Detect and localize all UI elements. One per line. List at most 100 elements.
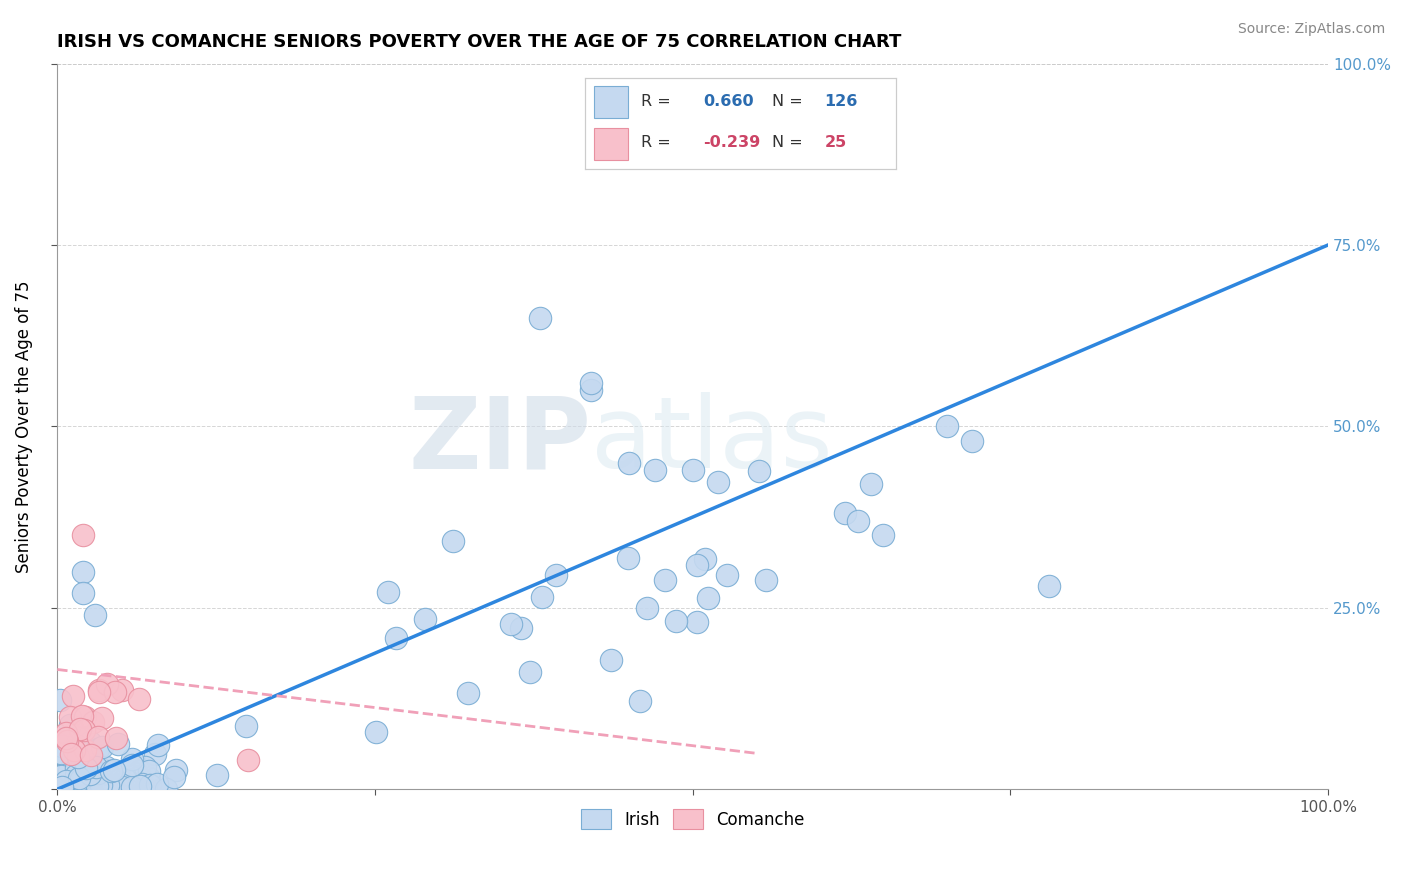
Point bbox=[70, 709, 93, 723]
Point bbox=[59, 747, 82, 761]
Point bbox=[935, 419, 957, 434]
Point bbox=[544, 567, 567, 582]
Point bbox=[70, 780, 93, 795]
Point bbox=[49, 769, 72, 783]
Point bbox=[697, 591, 720, 605]
Point bbox=[94, 763, 117, 777]
Point bbox=[128, 771, 150, 785]
Point bbox=[377, 585, 399, 599]
Point bbox=[63, 743, 86, 757]
Point bbox=[79, 748, 101, 763]
Point bbox=[97, 778, 120, 792]
Point bbox=[600, 653, 623, 667]
Point bbox=[128, 764, 150, 779]
Point bbox=[628, 694, 651, 708]
Point bbox=[83, 756, 105, 771]
Point bbox=[121, 752, 143, 766]
Point bbox=[111, 780, 134, 794]
Point bbox=[104, 731, 127, 746]
Point bbox=[859, 477, 882, 491]
Point bbox=[75, 761, 97, 775]
Point bbox=[101, 780, 124, 795]
Point bbox=[73, 779, 96, 793]
Point bbox=[686, 558, 709, 572]
Point bbox=[385, 631, 408, 645]
Point bbox=[104, 685, 127, 699]
Point bbox=[72, 731, 94, 746]
Point bbox=[131, 777, 153, 791]
Point bbox=[52, 747, 75, 762]
Point bbox=[73, 743, 96, 757]
Point bbox=[707, 475, 730, 489]
Point bbox=[146, 739, 169, 753]
Point bbox=[846, 514, 869, 528]
Point bbox=[75, 773, 97, 788]
Point bbox=[91, 711, 114, 725]
Point bbox=[108, 778, 131, 792]
Point bbox=[145, 747, 167, 762]
Point bbox=[579, 383, 602, 397]
Point bbox=[87, 742, 110, 756]
Point bbox=[135, 780, 157, 795]
Point bbox=[86, 779, 108, 793]
Point bbox=[91, 740, 114, 755]
Point bbox=[65, 770, 87, 784]
Point bbox=[96, 760, 118, 774]
Point bbox=[65, 767, 87, 781]
Point bbox=[108, 772, 131, 786]
Point bbox=[80, 766, 103, 780]
Point bbox=[55, 773, 77, 788]
Point bbox=[76, 775, 98, 789]
Point bbox=[138, 771, 160, 785]
Point bbox=[207, 767, 229, 781]
Point bbox=[114, 772, 136, 787]
Point bbox=[165, 763, 187, 777]
Point bbox=[69, 722, 91, 736]
Point bbox=[86, 766, 108, 780]
Point bbox=[128, 779, 150, 793]
Point bbox=[101, 779, 124, 793]
Point bbox=[90, 778, 112, 792]
Point bbox=[98, 767, 121, 781]
Point bbox=[66, 774, 89, 789]
Point bbox=[51, 747, 73, 761]
Point bbox=[617, 456, 640, 470]
Point bbox=[70, 757, 93, 772]
Point bbox=[834, 507, 856, 521]
Point bbox=[73, 723, 96, 738]
Point bbox=[872, 528, 894, 542]
Point bbox=[72, 586, 94, 600]
Point bbox=[128, 777, 150, 791]
Point bbox=[121, 758, 143, 772]
Point bbox=[77, 780, 100, 795]
Point bbox=[1038, 579, 1060, 593]
Point bbox=[111, 777, 134, 791]
Point bbox=[84, 608, 107, 623]
Point bbox=[91, 772, 114, 787]
Point bbox=[134, 760, 156, 774]
Point bbox=[665, 614, 688, 628]
Point bbox=[120, 769, 142, 783]
Point bbox=[90, 776, 112, 790]
Point bbox=[96, 677, 118, 691]
Point bbox=[415, 612, 437, 626]
Point bbox=[654, 573, 676, 587]
Point bbox=[155, 781, 177, 796]
Point bbox=[67, 750, 90, 764]
Point bbox=[84, 760, 107, 774]
Point bbox=[145, 777, 167, 791]
Point bbox=[235, 719, 257, 733]
Point bbox=[111, 682, 134, 697]
Point bbox=[716, 568, 738, 582]
Point bbox=[55, 726, 77, 740]
Point bbox=[529, 310, 551, 325]
Point bbox=[457, 686, 479, 700]
Point bbox=[82, 715, 104, 730]
Point bbox=[636, 601, 658, 615]
Point bbox=[748, 464, 770, 478]
Point bbox=[83, 753, 105, 767]
Point bbox=[107, 737, 129, 751]
Point bbox=[59, 718, 82, 732]
Point bbox=[49, 693, 72, 707]
Point bbox=[62, 689, 84, 703]
